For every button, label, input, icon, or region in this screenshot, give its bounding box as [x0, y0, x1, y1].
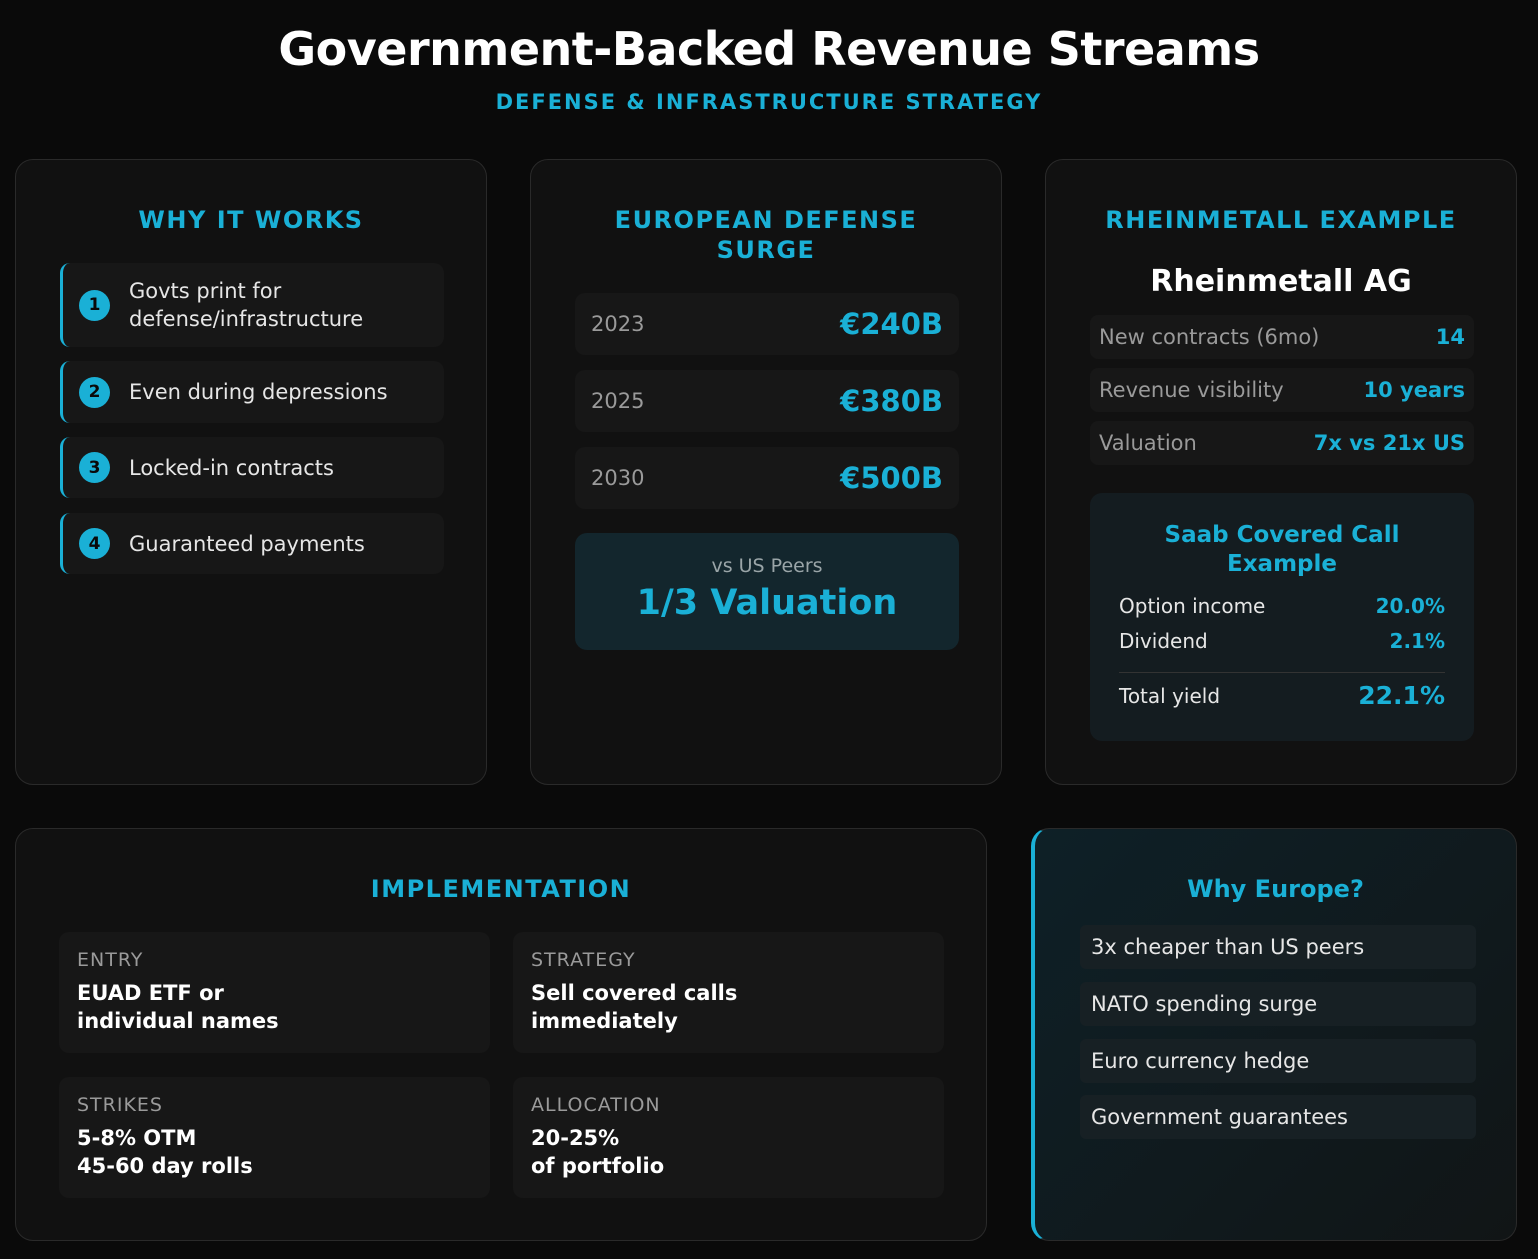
why-europe-item: 3x cheaper than US peers	[1080, 925, 1476, 969]
step-number: 1	[79, 289, 110, 321]
page-subtitle: DEFENSE & INFRASTRUCTURE STRATEGY	[495, 90, 1043, 114]
implementation-card: IMPLEMENTATION ENTRY EUAD ETF or individu…	[15, 828, 987, 1241]
item-heading: STRIKES	[77, 1094, 163, 1116]
why-it-works-card: WHY IT WORKS 1 Govts print for defense/i…	[15, 159, 487, 785]
step-text: Even during depressions	[129, 380, 388, 404]
implementation-title: IMPLEMENTATION	[370, 875, 632, 903]
european-defense-card: EUROPEAN DEFENSE SURGE 2023 €240B 2025 €…	[530, 159, 1002, 785]
saab-row: Dividend 2.1%	[1119, 629, 1445, 653]
peers-value: 1/3 Valuation	[636, 583, 898, 623]
saab-title: Saab Covered Call Example	[1164, 522, 1400, 577]
item-body: 5-8% OTM 45-60 day rolls	[77, 1126, 253, 1178]
saab-example: Saab Covered Call Example Option income …	[1090, 493, 1474, 741]
saab-row: Option income 20.0%	[1119, 594, 1445, 618]
item-body: 20-25% of portfolio	[531, 1126, 665, 1178]
metric-row: New contracts (6mo) 14	[1090, 315, 1474, 359]
why-europe-item: NATO spending surge	[1080, 982, 1476, 1026]
implementation-item: STRATEGY Sell covered calls immediately	[513, 932, 944, 1053]
metric-label: Valuation	[1099, 431, 1197, 455]
company-name: Rheinmetall AG	[1150, 264, 1412, 299]
rheinmetall-title: RHEINMETALL EXAMPLE	[1105, 206, 1457, 234]
metric-value: 7x vs 21x US	[1313, 431, 1465, 455]
item-heading: STRATEGY	[531, 949, 636, 971]
year-value: €240B	[840, 307, 943, 341]
metric-value: 10 years	[1363, 378, 1466, 402]
page-title: Government-Backed Revenue Streams	[278, 22, 1260, 76]
why-europe-title: Why Europe?	[1187, 875, 1364, 903]
peers-label: vs US Peers	[711, 555, 823, 577]
step-number: 2	[79, 376, 110, 408]
year-row: 2025 €380B	[575, 370, 959, 432]
year-label: 2025	[591, 389, 645, 413]
why-europe-card: Why Europe? 3x cheaper than US peers NAT…	[1031, 828, 1517, 1241]
peers-comparison: vs US Peers 1/3 Valuation	[575, 533, 959, 650]
year-row: 2023 €240B	[575, 293, 959, 355]
step-item: 2 Even during depressions	[60, 361, 444, 423]
saab-value: 20.0%	[1375, 594, 1445, 618]
year-label: 2023	[591, 312, 645, 336]
step-text: Locked-in contracts	[129, 455, 334, 480]
year-row: 2030 €500B	[575, 447, 959, 509]
metric-label: Revenue visibility	[1099, 378, 1284, 402]
year-value: €500B	[840, 461, 943, 495]
metric-label: New contracts (6mo)	[1099, 325, 1320, 349]
item-heading: ALLOCATION	[531, 1094, 661, 1116]
saab-value: 2.1%	[1389, 629, 1445, 653]
saab-total-row: Total yield 22.1%	[1119, 681, 1445, 710]
step-item: 3 Locked-in contracts	[60, 437, 444, 498]
step-text: Guaranteed payments	[129, 531, 365, 556]
why-europe-item: Government guarantees	[1080, 1095, 1476, 1139]
step-number: 3	[79, 452, 110, 483]
year-label: 2030	[591, 466, 645, 490]
step-item: 1 Govts print for defense/infrastructure	[60, 263, 444, 347]
metric-row: Valuation 7x vs 21x US	[1090, 421, 1474, 465]
year-value: €380B	[840, 384, 943, 418]
rheinmetall-card: RHEINMETALL EXAMPLE Rheinmetall AG New c…	[1045, 159, 1517, 785]
step-text: Govts print for defense/infrastructure	[129, 279, 364, 331]
implementation-item: ENTRY EUAD ETF or individual names	[59, 932, 490, 1053]
step-number: 4	[79, 528, 110, 559]
implementation-item: ALLOCATION 20-25% of portfolio	[513, 1077, 944, 1198]
divider	[1119, 672, 1445, 673]
why-it-works-title: WHY IT WORKS	[138, 206, 364, 234]
total-label: Total yield	[1119, 683, 1221, 708]
why-europe-item: Euro currency hedge	[1080, 1039, 1476, 1083]
total-value: 22.1%	[1358, 681, 1445, 710]
metric-value: 14	[1435, 325, 1465, 349]
european-defense-title: EUROPEAN DEFENSE SURGE	[614, 206, 918, 264]
saab-label: Dividend	[1119, 629, 1208, 653]
implementation-item: STRIKES 5-8% OTM 45-60 day rolls	[59, 1077, 490, 1198]
metric-row: Revenue visibility 10 years	[1090, 368, 1474, 412]
item-heading: ENTRY	[77, 949, 144, 971]
step-item: 4 Guaranteed payments	[60, 513, 444, 574]
item-body: Sell covered calls immediately	[531, 981, 738, 1033]
saab-label: Option income	[1119, 594, 1266, 618]
item-body: EUAD ETF or individual names	[77, 981, 279, 1033]
